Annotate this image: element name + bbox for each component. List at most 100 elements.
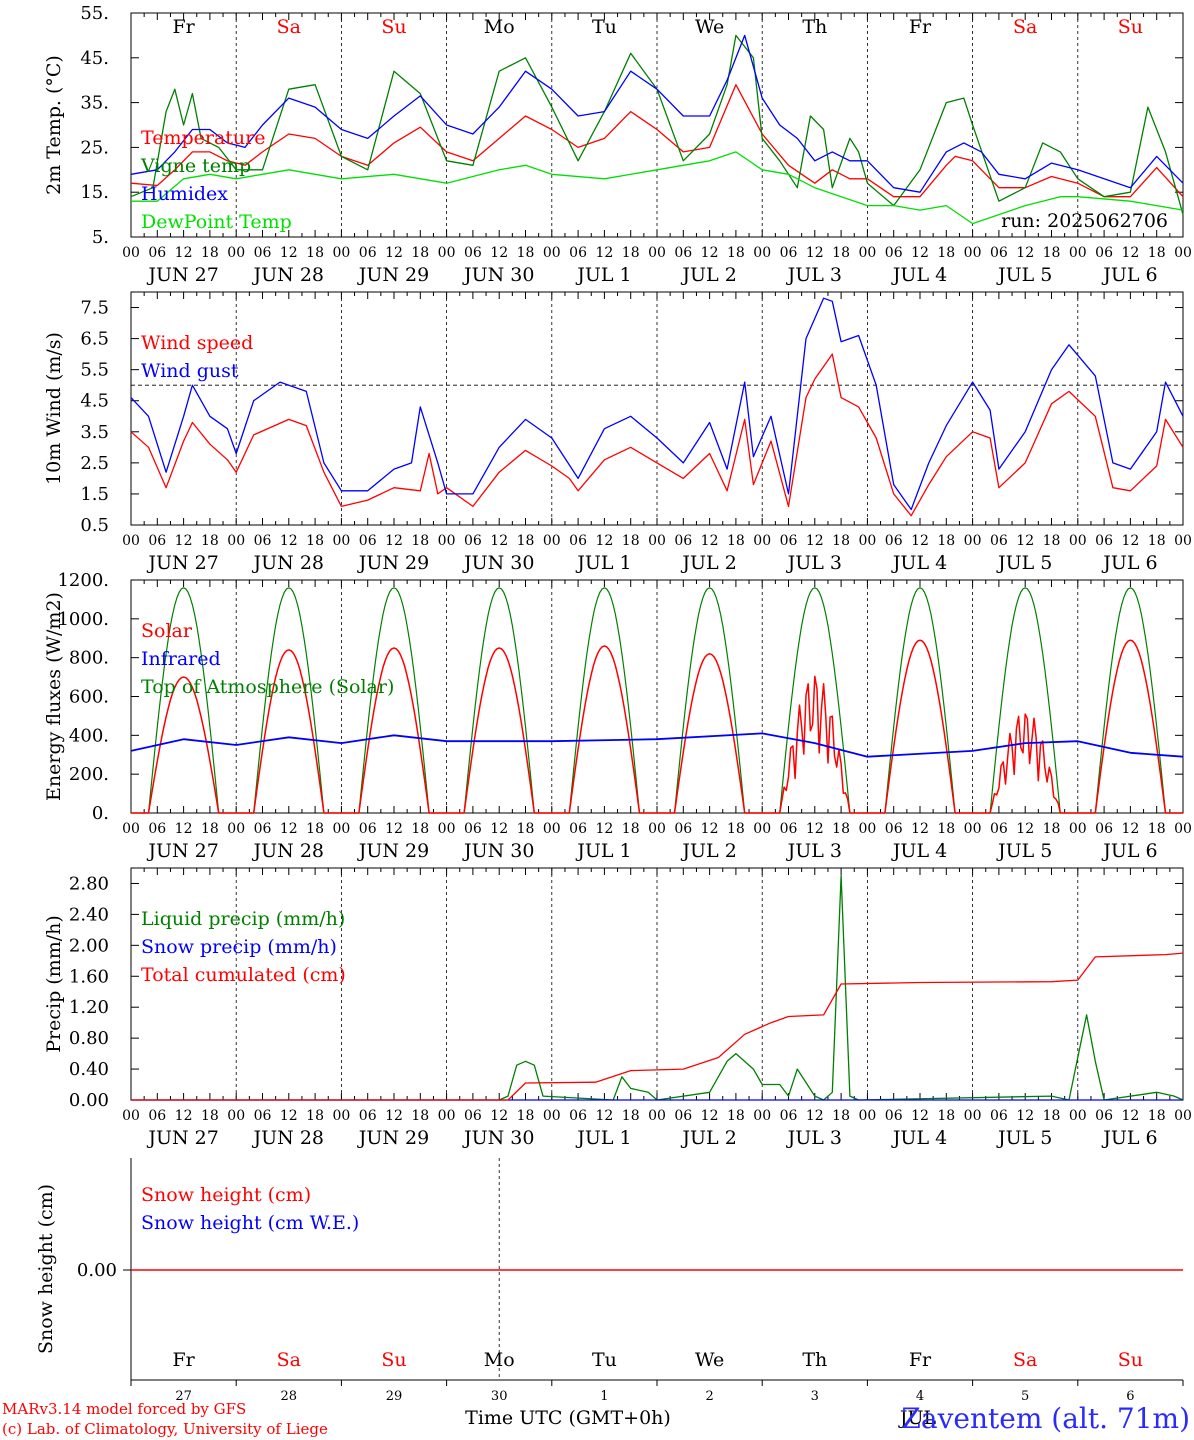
hour-label: 18 bbox=[517, 245, 535, 261]
date-label: JUL 1 bbox=[575, 264, 631, 286]
hour-label: 12 bbox=[595, 245, 613, 261]
hour-label: 18 bbox=[411, 821, 429, 837]
weekday-label: Su bbox=[1118, 16, 1143, 38]
y-tick-label: 45. bbox=[80, 48, 109, 69]
hour-label: 18 bbox=[1043, 1108, 1061, 1124]
hour-label: 06 bbox=[254, 245, 272, 261]
panel-wind: 10m Wind (m/s) 0.5 1.5 2.5 3.5 4.5 5.5 6.5 7.5 Wi… bbox=[43, 291, 1192, 574]
legend-entry: Temperature bbox=[141, 127, 265, 149]
hour-label: 18 bbox=[832, 533, 850, 549]
hour-label: 00 bbox=[858, 533, 876, 549]
hour-label: 12 bbox=[806, 821, 824, 837]
y-tick-label: 2.40 bbox=[69, 904, 109, 925]
series-solar bbox=[131, 639, 1183, 814]
weekday-label: Mo bbox=[484, 1349, 515, 1371]
hour-label: 06 bbox=[1095, 1108, 1113, 1124]
hour-label: 00 bbox=[227, 245, 245, 261]
hour-label: 06 bbox=[885, 245, 903, 261]
y-tick-label: 0. bbox=[92, 803, 109, 824]
hour-label: 12 bbox=[1121, 821, 1139, 837]
weekday-label: Fr bbox=[909, 16, 932, 38]
day-number-label: 29 bbox=[386, 1389, 403, 1404]
weekday-label: We bbox=[695, 16, 724, 38]
panel-temperature: 2m Temp. (°C) 5. 15. 25. 35. 45. 55. Fr Sa Su Mo Tu… bbox=[43, 3, 1192, 286]
y-tick-label: 1000. bbox=[57, 609, 109, 630]
y-tick-label: 200. bbox=[69, 764, 109, 785]
weekday-label: Sa bbox=[277, 1349, 301, 1371]
hour-label: 18 bbox=[937, 821, 955, 837]
hour-label: 12 bbox=[1121, 533, 1139, 549]
hour-label: 18 bbox=[832, 1108, 850, 1124]
date-label: JUN 28 bbox=[252, 552, 324, 574]
series-red bbox=[130, 353, 1184, 517]
date-label: JUN 30 bbox=[462, 264, 534, 286]
date-label: JUN 30 bbox=[462, 1127, 534, 1149]
hour-label: 18 bbox=[306, 533, 324, 549]
weekday-label: Sa bbox=[1013, 16, 1037, 38]
hour-label: 18 bbox=[622, 533, 640, 549]
date-label: JUN 29 bbox=[357, 1127, 429, 1149]
y-tick-label: 0.5 bbox=[80, 515, 109, 536]
hour-label: 18 bbox=[832, 245, 850, 261]
day-number-label: 4 bbox=[916, 1389, 924, 1404]
date-label: JUN 27 bbox=[146, 552, 218, 574]
hour-label: 00 bbox=[227, 821, 245, 837]
date-label: JUN 27 bbox=[146, 840, 218, 862]
date-label: JUL 3 bbox=[786, 552, 842, 574]
hour-label: 12 bbox=[490, 245, 508, 261]
date-label: JUL 6 bbox=[1101, 1127, 1157, 1149]
y-tick-label: 5. bbox=[92, 227, 109, 248]
hour-label: 06 bbox=[569, 533, 587, 549]
hour-label: 12 bbox=[280, 245, 298, 261]
hour-label: 12 bbox=[280, 821, 298, 837]
hour-label: 00 bbox=[332, 821, 350, 837]
y-tick-label: 35. bbox=[80, 93, 109, 114]
hour-label: 06 bbox=[148, 245, 166, 261]
hour-label: 18 bbox=[411, 245, 429, 261]
hour-label: 12 bbox=[1016, 821, 1034, 837]
hour-label: 12 bbox=[595, 1108, 613, 1124]
y-tick-label: 1200. bbox=[57, 570, 109, 591]
y-tick-label: 15. bbox=[80, 182, 109, 203]
hour-label: 00 bbox=[753, 1108, 771, 1124]
hour-label: 18 bbox=[727, 245, 745, 261]
date-label: JUL 6 bbox=[1101, 264, 1157, 286]
hour-label: 00 bbox=[648, 533, 666, 549]
hour-label: 18 bbox=[306, 245, 324, 261]
y-tick-label: 7.5 bbox=[80, 298, 109, 319]
hour-label: 18 bbox=[201, 1108, 219, 1124]
legend-entry: Infrared bbox=[141, 648, 221, 670]
day-number-label: 5 bbox=[1021, 1389, 1029, 1404]
y-axis-label: Energy fluxes (W/m2) bbox=[43, 592, 65, 801]
date-label: JUN 27 bbox=[146, 1127, 218, 1149]
bottom-month-label: JUL bbox=[898, 1407, 937, 1429]
hour-label: 00 bbox=[438, 821, 456, 837]
hour-label: 18 bbox=[1043, 245, 1061, 261]
y-tick-label: 2.5 bbox=[80, 453, 109, 474]
hour-label: 06 bbox=[569, 245, 587, 261]
weekday-label: Tu bbox=[592, 16, 617, 38]
hour-label: 18 bbox=[201, 245, 219, 261]
hour-label: 18 bbox=[1043, 533, 1061, 549]
hour-label: 12 bbox=[701, 245, 719, 261]
date-label: JUN 29 bbox=[357, 840, 429, 862]
legend-entry: Top of Atmosphere (Solar) bbox=[141, 676, 394, 698]
hour-label: 18 bbox=[1148, 1108, 1166, 1124]
hour-label: 12 bbox=[1121, 1108, 1139, 1124]
hour-label: 12 bbox=[175, 821, 193, 837]
hour-label: 12 bbox=[1121, 245, 1139, 261]
hour-label: 06 bbox=[254, 1108, 272, 1124]
date-label: JUN 30 bbox=[462, 552, 534, 574]
hour-label: 00 bbox=[543, 821, 561, 837]
y-tick-label: 600. bbox=[69, 687, 109, 708]
y-tick-label: 25. bbox=[80, 137, 109, 158]
date-label: JUL 2 bbox=[680, 840, 736, 862]
date-label: JUN 30 bbox=[462, 840, 534, 862]
date-label: JUL 5 bbox=[996, 840, 1052, 862]
date-label: JUN 28 bbox=[252, 264, 324, 286]
weekday-label: Su bbox=[381, 16, 406, 38]
hour-label: 12 bbox=[1016, 533, 1034, 549]
hour-label: 00 bbox=[122, 245, 140, 261]
y-tick-label: 0.00 bbox=[69, 1090, 109, 1111]
